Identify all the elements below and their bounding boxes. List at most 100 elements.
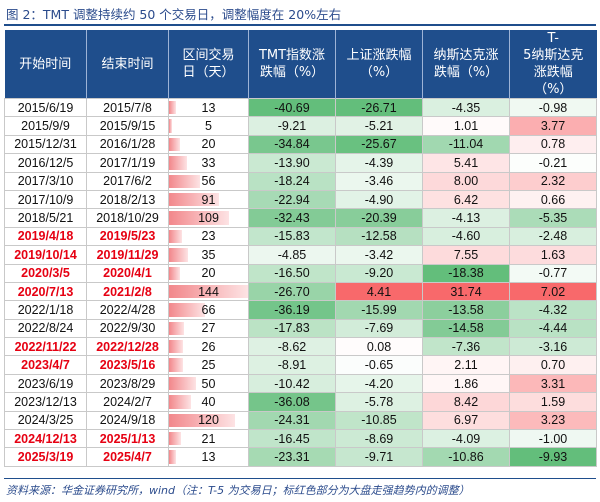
trading-days-cell: 91 <box>168 189 249 210</box>
t5-nasdaq-change-cell: 0.66 <box>509 189 597 210</box>
start-date-cell: 2023/4/7 <box>4 355 87 375</box>
trading-days-value: 144 <box>198 284 219 299</box>
t5-nasdaq-change-cell: -4.44 <box>509 318 597 339</box>
trading-days-bar <box>169 376 197 391</box>
end-date-cell: 2025/1/13 <box>86 429 169 449</box>
trading-days-bar <box>169 395 191 409</box>
start-date-cell: 2016/12/5 <box>4 153 87 173</box>
figure-caption: 图 2：TMT 调整持续约 50 个交易日，调整幅度在 20%左右 <box>6 7 342 22</box>
tmt-change-cell: -22.94 <box>248 189 336 210</box>
trading-days-bar <box>169 101 177 115</box>
sh-change-cell: -4.90 <box>335 189 423 210</box>
trading-days-cell: 35 <box>168 245 249 265</box>
end-date-cell: 2018/10/29 <box>86 208 169 228</box>
end-date-cell: 2020/4/1 <box>86 263 169 283</box>
end-date-cell: 2019/5/23 <box>86 226 169 247</box>
trading-days-cell: 26 <box>168 337 249 357</box>
end-date-cell: 2018/2/13 <box>86 189 169 210</box>
nasdaq-change-cell: 31.74 <box>422 281 510 302</box>
sh-change-cell: -9.20 <box>335 263 423 283</box>
end-date-cell: 2017/1/19 <box>86 153 169 173</box>
tmt-change-cell: -17.83 <box>248 318 336 339</box>
table-row: 2020/7/13 2021/2/8 144 -26.70 4.41 31.74 7.02 <box>4 281 597 302</box>
trading-days-cell: 25 <box>168 355 249 375</box>
table-row: 2022/11/22 2022/12/28 26 -8.62 0.08 -7.36 -3.1… <box>4 337 597 357</box>
end-date-cell: 2023/5/16 <box>86 355 169 375</box>
table-row: 2023/6/19 2023/8/29 50 -10.42 -4.20 1.86 3.31 <box>4 373 597 394</box>
start-date-cell: 2015/9/9 <box>4 116 87 136</box>
sh-change-cell: -5.21 <box>335 116 423 136</box>
start-date-cell: 2017/10/9 <box>4 189 87 210</box>
tmt-change-cell: -18.24 <box>248 171 336 191</box>
trading-days-bar <box>169 192 219 207</box>
trading-days-value: 91 <box>201 192 216 207</box>
t5-nasdaq-change-cell: -0.21 <box>509 153 597 173</box>
start-date-cell: 2020/7/13 <box>4 281 87 302</box>
trading-days-bar <box>169 248 189 262</box>
nasdaq-change-cell: -7.36 <box>422 337 510 357</box>
trading-days-bar <box>169 119 172 133</box>
nasdaq-change-cell: -4.13 <box>422 208 510 228</box>
t5-nasdaq-change-cell: 0.78 <box>509 134 597 155</box>
tmt-change-cell: -36.08 <box>248 392 336 412</box>
trading-days-bar <box>169 229 182 244</box>
tmt-change-cell: -16.50 <box>248 263 336 283</box>
sh-change-cell: -10.85 <box>335 410 423 431</box>
trading-days-bar <box>169 303 206 317</box>
t5-nasdaq-change-cell: -1.00 <box>509 429 597 449</box>
source-note: 资料来源：华金证券研究所，wind（注：T-5 为交易日；标红色部分为大盘走强趋… <box>6 484 470 497</box>
tmt-change-cell: -36.19 <box>248 300 336 320</box>
start-date-cell: 2019/10/14 <box>4 245 87 265</box>
trading-days-value: 13 <box>201 100 216 115</box>
header-tmt-change: TMT指数涨 跌幅（%） <box>248 30 336 99</box>
nasdaq-change-cell: -18.38 <box>422 263 510 283</box>
nasdaq-change-cell: 6.42 <box>422 189 510 210</box>
t5-nasdaq-change-cell: -2.48 <box>509 226 597 247</box>
sh-change-cell: -4.39 <box>335 153 423 173</box>
start-date-cell: 2022/8/24 <box>4 318 87 339</box>
t5-nasdaq-change-cell: -9.93 <box>509 447 597 467</box>
table-row: 2015/6/19 2015/7/8 13 -40.69 -26.71 -4.35 -0.9… <box>4 97 597 118</box>
sh-change-cell: -7.69 <box>335 318 423 339</box>
trading-days-cell: 5 <box>168 116 249 136</box>
start-date-cell: 2024/3/25 <box>4 410 87 431</box>
sh-change-cell: -26.71 <box>335 97 423 118</box>
nasdaq-change-cell: 2.11 <box>422 355 510 375</box>
t5-nasdaq-change-cell: -3.16 <box>509 337 597 357</box>
bottom-rule <box>4 478 596 479</box>
table-row: 2024/3/25 2024/9/18 120 -24.31 -10.85 6.97 3.2… <box>4 410 597 431</box>
sh-change-cell: 4.41 <box>335 281 423 302</box>
sh-change-cell: -15.99 <box>335 300 423 320</box>
tmt-change-cell: -8.62 <box>248 337 336 357</box>
tmt-change-cell: -13.90 <box>248 153 336 173</box>
header-nasdaq-change: 纳斯达克涨 跌幅（%） <box>422 30 510 99</box>
nasdaq-change-cell: -10.86 <box>422 447 510 467</box>
table-row: 2019/10/14 2019/11/29 35 -4.85 -3.42 7.55 1.63 <box>4 245 597 265</box>
start-date-cell: 2015/6/19 <box>4 97 87 118</box>
trading-days-value: 25 <box>201 358 216 373</box>
tmt-change-cell: -8.91 <box>248 355 336 375</box>
nasdaq-change-cell: 5.41 <box>422 153 510 173</box>
sh-change-cell: 0.08 <box>335 337 423 357</box>
t5-nasdaq-change-cell: -5.35 <box>509 208 597 228</box>
end-date-cell: 2017/6/2 <box>86 171 169 191</box>
trading-days-value: 23 <box>201 229 216 244</box>
table-header-row: 开始时间 结束时间 区间交易 日（天） TMT指数涨 跌幅（%） 上证涨跌幅 （%） 纳斯达克涨… <box>4 30 597 99</box>
end-date-cell: 2023/8/29 <box>86 373 169 394</box>
trading-days-bar <box>169 413 235 428</box>
trading-days-cell: 33 <box>168 153 249 173</box>
start-date-cell: 2017/3/10 <box>4 171 87 191</box>
trading-days-bar <box>169 432 181 446</box>
start-date-cell: 2018/5/21 <box>4 208 87 228</box>
trading-days-cell: 144 <box>168 281 249 302</box>
trading-days-bar <box>169 137 180 152</box>
table-row: 2017/10/9 2018/2/13 91 -22.94 -4.90 6.42 0.66 <box>4 189 597 210</box>
tmt-change-cell: -4.85 <box>248 245 336 265</box>
trading-days-bar <box>169 211 229 225</box>
trading-days-value: 120 <box>198 413 219 428</box>
trading-days-value: 50 <box>201 376 216 391</box>
trading-days-cell: 109 <box>168 208 249 228</box>
trading-days-cell: 13 <box>168 97 249 118</box>
header-sh-change: 上证涨跌幅 （%） <box>335 30 423 99</box>
sh-change-cell: -25.67 <box>335 134 423 155</box>
